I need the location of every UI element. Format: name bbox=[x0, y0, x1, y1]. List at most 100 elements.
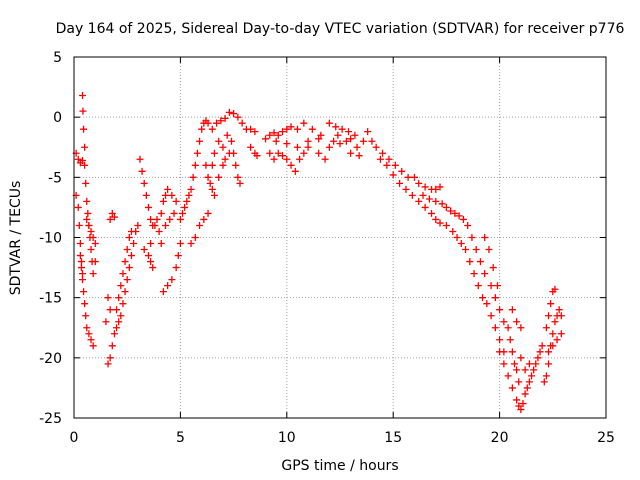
data-point bbox=[213, 119, 221, 127]
data-point bbox=[134, 221, 142, 229]
data-point bbox=[555, 306, 563, 314]
data-point bbox=[459, 215, 467, 223]
data-point bbox=[157, 240, 165, 248]
data-point bbox=[315, 135, 323, 143]
data-point bbox=[149, 264, 157, 272]
data-point bbox=[89, 270, 97, 278]
data-point bbox=[398, 167, 406, 175]
data-point bbox=[221, 114, 229, 122]
data-point bbox=[293, 125, 301, 133]
data-point bbox=[85, 221, 93, 229]
data-point bbox=[481, 234, 489, 241]
y-tick-label: -5 bbox=[48, 170, 62, 186]
data-point bbox=[408, 191, 416, 199]
data-point bbox=[181, 203, 189, 211]
data-point bbox=[553, 336, 561, 344]
data-point bbox=[304, 143, 312, 151]
data-point bbox=[525, 360, 533, 368]
data-point bbox=[196, 221, 204, 229]
data-point bbox=[500, 360, 508, 368]
data-point bbox=[525, 378, 533, 386]
data-point bbox=[432, 197, 440, 205]
data-point bbox=[396, 179, 404, 187]
chart-title: Day 164 of 2025, Sidereal Day-to-day VTE… bbox=[56, 21, 625, 37]
axis-ticks: 0 5 10 15 20 25 5 0 -5 -10 -15 -20 -25 bbox=[39, 50, 615, 446]
data-point bbox=[159, 197, 167, 205]
data-point bbox=[515, 402, 523, 410]
x-tick-label: 0 bbox=[70, 430, 79, 446]
data-point bbox=[79, 92, 87, 100]
data-point bbox=[193, 149, 201, 157]
data-point bbox=[82, 312, 90, 320]
data-point bbox=[140, 246, 148, 254]
data-point bbox=[87, 336, 95, 344]
data-point bbox=[551, 285, 559, 293]
data-point bbox=[204, 209, 212, 217]
data-point bbox=[489, 264, 497, 272]
data-point bbox=[117, 282, 125, 290]
data-point bbox=[464, 221, 472, 229]
data-point bbox=[351, 131, 359, 139]
data-point bbox=[115, 318, 123, 326]
data-point bbox=[472, 246, 480, 254]
x-tick-label: 5 bbox=[176, 430, 185, 446]
data-point bbox=[449, 227, 457, 235]
data-point bbox=[262, 135, 270, 143]
data-point bbox=[87, 227, 95, 235]
data-point bbox=[274, 131, 282, 139]
data-point bbox=[202, 161, 210, 169]
data-point bbox=[204, 119, 212, 127]
data-point bbox=[436, 183, 444, 191]
data-point bbox=[234, 113, 242, 121]
data-point bbox=[125, 264, 133, 272]
grid-lines bbox=[74, 57, 606, 418]
data-point bbox=[266, 149, 274, 157]
data-point bbox=[236, 179, 244, 187]
data-point bbox=[359, 137, 367, 145]
data-point bbox=[183, 197, 191, 205]
data-point bbox=[77, 258, 85, 266]
data-point bbox=[534, 354, 542, 362]
data-point bbox=[347, 149, 355, 157]
data-point bbox=[266, 131, 274, 139]
data-point bbox=[536, 348, 544, 356]
data-point bbox=[428, 209, 436, 217]
y-tick-label: 0 bbox=[53, 110, 62, 126]
data-point bbox=[130, 240, 138, 248]
data-point bbox=[230, 110, 238, 118]
data-point bbox=[347, 135, 355, 143]
data-point bbox=[540, 378, 548, 386]
data-point bbox=[108, 209, 116, 217]
data-point bbox=[432, 215, 440, 223]
data-point bbox=[127, 252, 135, 260]
data-point bbox=[83, 215, 91, 223]
data-point bbox=[487, 282, 495, 290]
data-point bbox=[504, 372, 512, 380]
data-point bbox=[308, 125, 316, 133]
data-point bbox=[517, 354, 525, 362]
data-point bbox=[421, 203, 429, 211]
data-point bbox=[77, 264, 85, 272]
data-point bbox=[227, 137, 235, 145]
data-point bbox=[219, 143, 227, 151]
data-point bbox=[270, 129, 278, 137]
data-point bbox=[510, 360, 518, 368]
data-point bbox=[102, 318, 110, 326]
data-point bbox=[457, 240, 465, 248]
data-point bbox=[147, 240, 155, 248]
data-point bbox=[425, 195, 433, 203]
data-point bbox=[121, 288, 129, 296]
data-point bbox=[187, 185, 195, 193]
data-point bbox=[538, 342, 546, 350]
y-tick-label: 5 bbox=[53, 50, 62, 66]
data-point bbox=[376, 155, 384, 163]
data-point bbox=[251, 128, 259, 136]
data-point bbox=[368, 137, 376, 145]
data-point bbox=[223, 131, 231, 139]
data-point bbox=[272, 137, 280, 145]
data-point bbox=[296, 155, 304, 163]
data-point bbox=[136, 155, 144, 163]
data-point bbox=[157, 209, 165, 217]
data-point bbox=[415, 179, 423, 187]
data-point bbox=[466, 258, 474, 266]
